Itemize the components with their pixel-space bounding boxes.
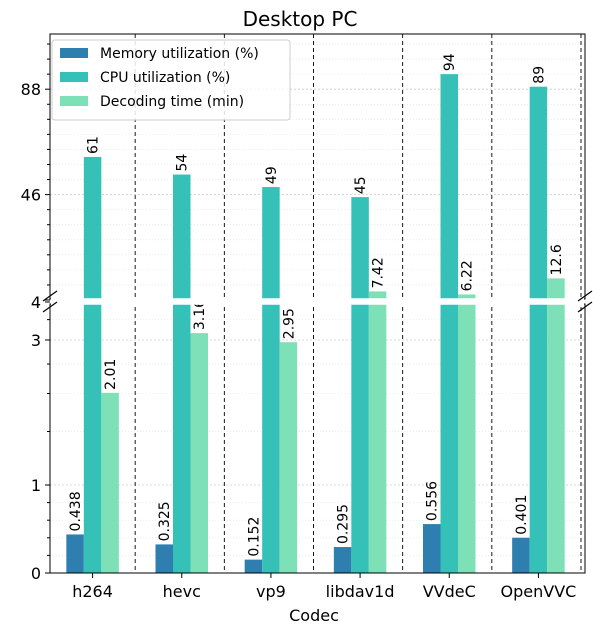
bar xyxy=(83,156,102,573)
break-marker xyxy=(577,290,593,302)
bar xyxy=(351,197,369,573)
bar xyxy=(101,392,119,573)
data-label: 0.556 xyxy=(425,481,441,521)
bar xyxy=(529,86,548,573)
bar xyxy=(440,74,458,573)
data-label: 0.325 xyxy=(157,501,173,541)
y-tick-label: 1 xyxy=(31,476,41,495)
chart-title: Desktop PC xyxy=(243,7,358,31)
data-label: 0.295 xyxy=(336,504,352,544)
data-label: 89 xyxy=(531,66,547,84)
data-label: 54 xyxy=(175,154,191,172)
legend: Memory utilization (%) CPU utilization (%… xyxy=(51,39,291,121)
legend-label: Memory utilization (%) xyxy=(100,46,259,62)
bar xyxy=(547,278,565,573)
x-axis-label: Codec xyxy=(289,606,339,625)
bar xyxy=(458,294,476,573)
legend-swatch xyxy=(60,96,88,106)
data-label: 0.438 xyxy=(68,491,84,531)
break-marker xyxy=(577,301,593,313)
bar xyxy=(244,559,263,573)
y-tick-label: 4 xyxy=(31,293,41,312)
y-tick-label: 0 xyxy=(31,564,41,583)
data-labels: 0.438 0.325 0.152 0.295 0.556 0.401 61 54 49 45 94… xyxy=(68,53,565,556)
data-label: 49 xyxy=(264,166,280,184)
x-tick-label: OpenVVC xyxy=(501,582,577,601)
data-label: 61 xyxy=(86,136,102,154)
legend-label: Decoding time (min) xyxy=(100,94,244,110)
bar xyxy=(173,174,191,573)
bars xyxy=(66,74,565,573)
legend-label: CPU utilization (%) xyxy=(100,70,230,86)
data-label: 94 xyxy=(442,53,458,71)
bar xyxy=(279,342,298,573)
y-tick-label: 3 xyxy=(31,331,41,350)
axes: 46 88 0 1 3 4 h264 hevc vp9 libdav1d VVdeC OpenVVC xyxy=(21,33,593,601)
bar xyxy=(190,333,208,573)
break-marker xyxy=(42,301,58,313)
legend-box xyxy=(51,39,291,121)
bar xyxy=(262,187,280,573)
y-tick-label: 88 xyxy=(21,80,41,99)
data-label: 7.42 xyxy=(371,257,387,288)
axis-break-gap xyxy=(49,299,586,304)
bar xyxy=(333,547,352,573)
bar xyxy=(512,537,530,573)
data-label: 0.401 xyxy=(514,495,530,535)
x-tick-label: vp9 xyxy=(256,582,286,601)
data-label: 6.22 xyxy=(460,260,476,291)
x-tick-label: libdav1d xyxy=(326,582,395,601)
bar xyxy=(368,291,387,573)
break-marker xyxy=(42,290,58,302)
x-tick-label: VVdeC xyxy=(423,582,476,601)
data-label: 2.01 xyxy=(103,359,119,390)
data-label: 45 xyxy=(353,176,369,194)
x-tick-label: hevc xyxy=(163,582,201,601)
bar xyxy=(155,544,173,573)
x-tick-label: h264 xyxy=(72,582,113,601)
bar xyxy=(423,524,441,573)
data-label: 0.152 xyxy=(246,517,262,557)
lower-panel-frame xyxy=(49,303,586,574)
y-tick-label: 46 xyxy=(21,186,41,205)
legend-swatch xyxy=(60,72,88,82)
data-label: 3.16 xyxy=(192,299,208,330)
data-label: 2.95 xyxy=(281,308,297,339)
bar xyxy=(66,534,84,573)
data-label: 12.6 xyxy=(549,244,565,275)
legend-swatch xyxy=(60,48,88,58)
